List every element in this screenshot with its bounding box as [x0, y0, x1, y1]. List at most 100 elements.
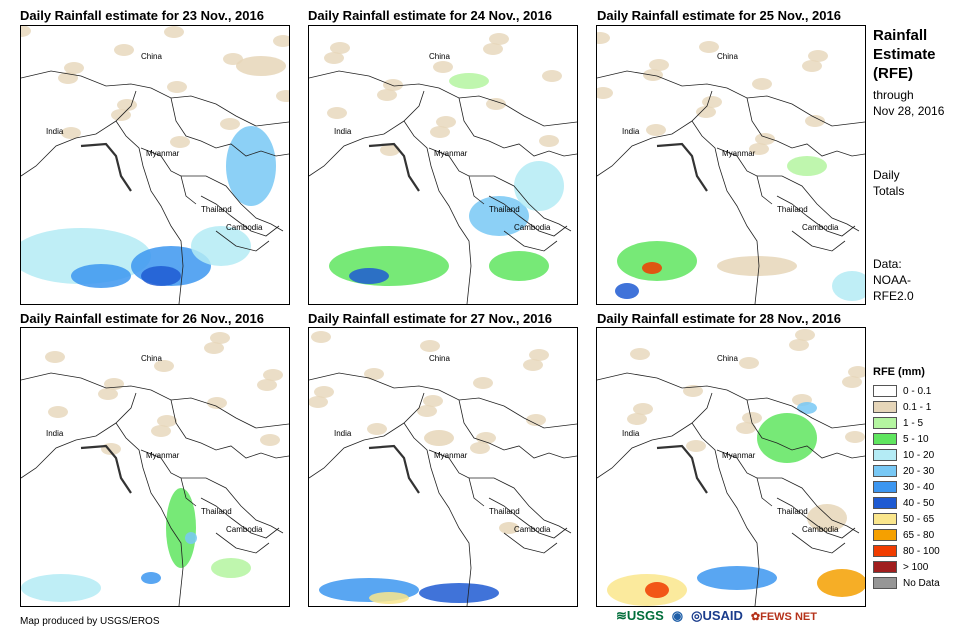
legend-swatch	[873, 481, 897, 493]
rain-patch	[311, 331, 331, 343]
rain-patch	[151, 425, 171, 437]
rain-patch	[21, 26, 31, 37]
rain-patch	[327, 107, 347, 119]
legend-item: 10 - 20	[873, 447, 940, 463]
map-panel-24: China India Myanmar Thailand Cambodia	[308, 25, 578, 305]
logo-strip: ≋USGS ◉ ◎USAID ✿FEWS NET	[616, 608, 825, 624]
sidebar-title: Rainfall Estimate (RFE)	[873, 26, 936, 83]
country-label-cambodia: Cambodia	[514, 525, 551, 534]
rain-patch	[699, 41, 719, 53]
fewsnet-logo: ✿FEWS NET	[750, 610, 817, 623]
rain-patch	[114, 44, 134, 56]
rain-patch	[842, 376, 862, 388]
rain-patch	[486, 98, 506, 110]
country-border	[488, 497, 568, 539]
legend-label: 40 - 50	[903, 497, 935, 509]
country-border	[181, 175, 284, 232]
legend-swatch	[873, 417, 897, 429]
rain-patch	[191, 226, 251, 266]
country-border	[469, 477, 572, 534]
country-label-myanmar: Myanmar	[434, 149, 468, 158]
country-label-myanmar: Myanmar	[722, 149, 756, 158]
rain-patch	[752, 78, 772, 90]
country-border	[170, 97, 289, 157]
country-border	[597, 70, 865, 127]
rain-patch	[539, 135, 559, 147]
rain-patch	[597, 32, 610, 44]
country-label-thailand: Thailand	[489, 205, 520, 214]
coastline	[368, 142, 420, 192]
rain-patch	[469, 196, 529, 236]
country-label-india: India	[46, 429, 64, 438]
rain-patch	[645, 582, 669, 598]
rain-patch	[154, 360, 174, 372]
rain-patch	[483, 43, 503, 55]
legend-label: 50 - 65	[903, 513, 935, 525]
rain-patch	[166, 488, 196, 568]
rain-patch	[369, 592, 409, 604]
rain-patch	[739, 357, 759, 369]
rain-patch	[542, 70, 562, 82]
rain-patch	[499, 522, 519, 534]
legend-label: 0 - 0.1	[903, 385, 932, 397]
country-label-thailand: Thailand	[201, 205, 232, 214]
country-border	[503, 532, 558, 554]
fewsnet-logo-text: FEWS NET	[760, 610, 817, 623]
map-panel-27: China India Myanmar Thailand Cambodia	[308, 327, 578, 607]
through-line-1: through	[873, 88, 914, 102]
legend-item: 0 - 0.1	[873, 383, 940, 399]
rain-patch	[802, 60, 822, 72]
country-border	[458, 399, 577, 459]
rain-patch	[642, 262, 662, 274]
country-border	[200, 195, 280, 237]
rain-patch	[263, 369, 283, 381]
rain-patch	[349, 268, 389, 284]
rain-patch	[736, 422, 756, 434]
country-border	[403, 422, 472, 606]
legend-swatch	[873, 385, 897, 397]
country-border	[215, 532, 270, 554]
country-label-china: China	[429, 354, 450, 363]
country-label-cambodia: Cambodia	[226, 223, 263, 232]
legend-swatch	[873, 561, 897, 573]
country-label-china: China	[717, 52, 738, 61]
usaid-logo-text: USAID	[702, 608, 743, 623]
country-label-china: China	[429, 52, 450, 61]
map-svg: China India Myanmar Thailand Cambodia	[309, 331, 577, 606]
country-border	[791, 230, 846, 252]
rain-patch	[633, 403, 653, 415]
legend-swatch	[873, 529, 897, 541]
country-border	[469, 175, 572, 232]
map-svg: China India Myanmar Thailand Cambodia	[597, 329, 865, 606]
country-border	[458, 97, 577, 157]
daily-line-2: Totals	[873, 184, 905, 198]
legend-label: 65 - 80	[903, 529, 935, 541]
rain-patch	[617, 241, 697, 281]
noaa-logo: ◉	[671, 608, 684, 623]
country-label-thailand: Thailand	[201, 507, 232, 516]
rain-patch	[436, 116, 456, 128]
rain-patch	[808, 50, 828, 62]
rain-patch	[167, 81, 187, 93]
country-label-thailand: Thailand	[777, 205, 808, 214]
legend-swatch	[873, 449, 897, 461]
rain-patch	[210, 332, 230, 344]
country-border	[21, 70, 289, 127]
legend-label: 1 - 5	[903, 417, 924, 429]
rain-patch	[797, 402, 817, 414]
coastline	[80, 142, 132, 192]
panel-title-25: Daily Rainfall estimate for 25 Nov., 201…	[597, 8, 841, 23]
rain-patch	[646, 124, 666, 136]
rain-patch	[417, 405, 437, 417]
rain-patch	[157, 415, 177, 427]
legend-item: 80 - 100	[873, 543, 940, 559]
rain-patch	[523, 359, 543, 371]
rain-patch	[141, 572, 161, 584]
rain-patch	[476, 432, 496, 444]
rain-patch	[627, 413, 647, 425]
map-panel-28: China India Myanmar Thailand Cambodia	[596, 327, 866, 607]
data-line-2: NOAA-	[873, 273, 912, 287]
country-border	[791, 532, 846, 554]
country-label-china: China	[141, 52, 162, 61]
rain-patch	[526, 414, 546, 426]
